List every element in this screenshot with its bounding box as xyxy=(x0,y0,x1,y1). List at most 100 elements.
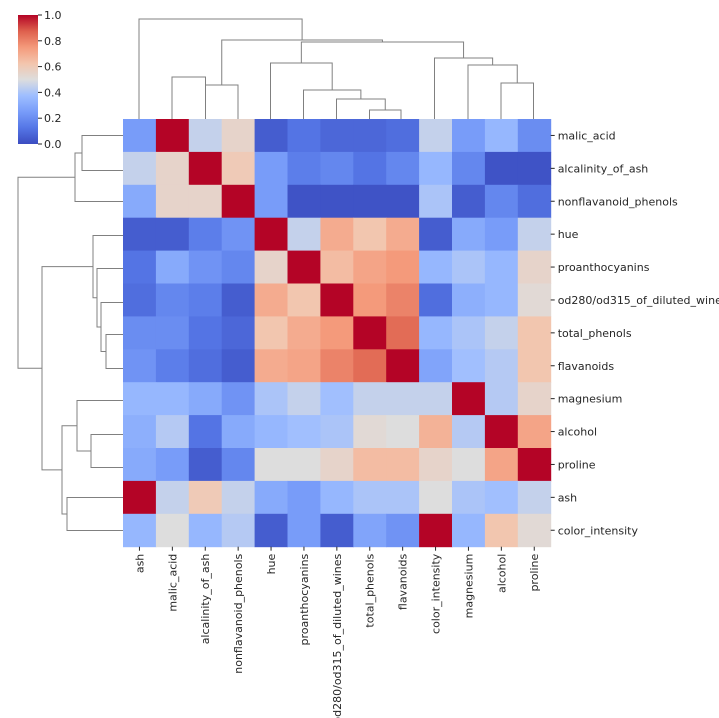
heatmap-cell xyxy=(155,283,190,317)
heatmap-cell xyxy=(320,184,354,219)
heatmap-cell xyxy=(287,316,321,350)
heatmap-cell xyxy=(155,151,190,186)
heatmap-cell xyxy=(254,283,288,317)
heatmap-cell xyxy=(517,151,552,186)
heatmap-cell xyxy=(320,415,354,449)
heatmap-cell xyxy=(123,480,157,515)
heatmap-cell xyxy=(484,250,519,284)
heatmap-cell xyxy=(123,217,157,252)
heatmap-cell xyxy=(484,119,519,153)
heatmap-cell xyxy=(123,184,157,219)
heatmap-cell xyxy=(123,448,157,482)
heatmap-cell xyxy=(287,415,321,449)
heatmap-cell xyxy=(452,415,486,449)
heatmap-cell xyxy=(386,382,420,416)
heatmap-cell xyxy=(353,480,387,515)
heatmap-cell xyxy=(517,349,552,383)
col-label: color_intensity xyxy=(430,553,443,634)
heatmap-cell xyxy=(155,448,190,482)
row-label: proline xyxy=(558,458,596,471)
heatmap-cell xyxy=(287,513,321,548)
heatmap-cell xyxy=(287,184,321,219)
heatmap-cell xyxy=(221,217,256,252)
heatmap-cell xyxy=(320,513,354,548)
heatmap-cell xyxy=(517,382,552,416)
heatmap-cell xyxy=(517,415,552,449)
heatmap-cell xyxy=(320,250,354,284)
heatmap-cell xyxy=(254,119,288,153)
heatmap-cell xyxy=(452,119,486,153)
heatmap-cell xyxy=(452,513,486,548)
heatmap-cell xyxy=(517,283,552,317)
heatmap-cell xyxy=(353,184,387,219)
heatmap-cell xyxy=(419,283,453,317)
row-label: hue xyxy=(558,228,579,241)
heatmap-cell xyxy=(419,151,453,186)
heatmap-cell xyxy=(452,283,486,317)
heatmap-cell xyxy=(287,448,321,482)
heatmap-cell xyxy=(353,316,387,350)
heatmap-cell xyxy=(188,217,223,252)
heatmap-cell xyxy=(419,480,453,515)
heatmap-cell xyxy=(353,217,387,252)
colorbar-tick-label: 0.0 xyxy=(44,138,62,151)
heatmap-cell xyxy=(386,349,420,383)
heatmap-cell xyxy=(484,480,519,515)
heatmap-cell xyxy=(386,480,420,515)
heatmap-cell xyxy=(123,316,157,350)
heatmap-cell xyxy=(221,283,256,317)
colorbar-gradient xyxy=(18,15,38,144)
row-label: alcohol xyxy=(558,426,597,439)
col-label: nonflavanoid_phenols xyxy=(232,553,245,673)
heatmap-cell xyxy=(419,349,453,383)
col-label: od280/od315_of_diluted_wines xyxy=(331,553,344,718)
heatmap-cell xyxy=(123,382,157,416)
row-label: malic_acid xyxy=(558,129,616,142)
heatmap-cell xyxy=(254,250,288,284)
heatmap-cell xyxy=(221,349,256,383)
colorbar-tick-label: 0.2 xyxy=(44,112,62,125)
heatmap-cell xyxy=(188,513,223,548)
heatmap-cell xyxy=(353,448,387,482)
heatmap-cell xyxy=(386,151,420,186)
heatmap-cell xyxy=(517,448,552,482)
heatmap-cell xyxy=(287,250,321,284)
heatmap-cell xyxy=(452,184,486,219)
heatmap-cell xyxy=(254,184,288,219)
heatmap-cell xyxy=(452,382,486,416)
heatmap-cell xyxy=(419,316,453,350)
heatmap-cells xyxy=(123,119,552,548)
heatmap-cell xyxy=(287,119,321,153)
heatmap-cell xyxy=(188,151,223,186)
row-label: total_phenols xyxy=(558,327,632,340)
heatmap-cell xyxy=(419,184,453,219)
heatmap-cell xyxy=(386,513,420,548)
heatmap-cell xyxy=(155,316,190,350)
heatmap-cell xyxy=(320,382,354,416)
col-label: alcalinity_of_ash xyxy=(199,554,212,645)
heatmap-cell xyxy=(287,480,321,515)
heatmap-cell xyxy=(123,119,157,153)
row-label: nonflavanoid_phenols xyxy=(558,195,678,208)
heatmap-cell xyxy=(254,151,288,186)
heatmap-cell xyxy=(484,151,519,186)
heatmap-cell xyxy=(254,316,288,350)
heatmap-cell xyxy=(353,513,387,548)
heatmap-cell xyxy=(452,250,486,284)
heatmap-cell xyxy=(188,119,223,153)
heatmap-cell xyxy=(386,217,420,252)
heatmap-cell xyxy=(320,448,354,482)
heatmap-cell xyxy=(123,151,157,186)
heatmap-cell xyxy=(221,513,256,548)
heatmap-cell xyxy=(123,283,157,317)
heatmap-cell xyxy=(452,349,486,383)
heatmap-cell xyxy=(320,151,354,186)
heatmap-cell xyxy=(155,119,190,153)
heatmap-cell xyxy=(188,480,223,515)
row-label: alcalinity_of_ash xyxy=(558,162,649,175)
heatmap-cell xyxy=(320,119,354,153)
row-labels: malic_acid alcalinity_of_ash nonflavanoid_… xyxy=(550,129,719,537)
colorbar-tick-label: 0.6 xyxy=(44,61,62,74)
heatmap-cell xyxy=(287,382,321,416)
